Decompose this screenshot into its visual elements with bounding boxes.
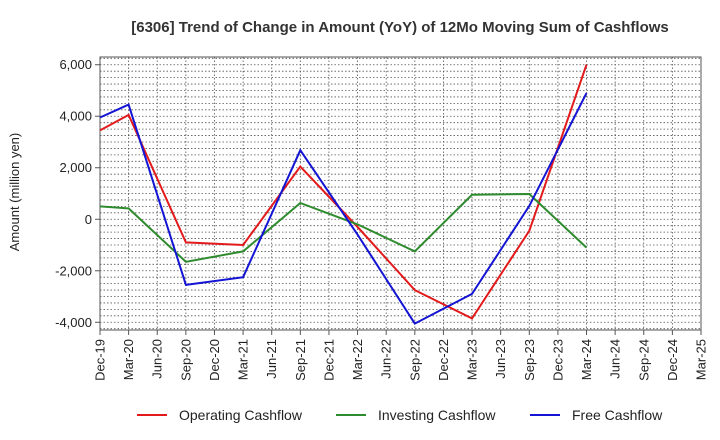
x-tick-label: Sep-23 (522, 339, 537, 381)
legend: Operating Cashflow Investing Cashflow Free… (137, 407, 663, 423)
y-tick-labels: -4,000 -2,000 0 2,000 4,000 6,000 (55, 57, 92, 330)
x-tick-labels: Dec-19 Mar-20 Jun-20 Sep-20 Dec-20 Mar-21 Jun-… (93, 339, 709, 381)
plot-area (100, 57, 701, 330)
series-line-operating-cashflow (99, 64, 588, 320)
x-tick-label: Sep-22 (407, 339, 422, 381)
x-tick-label: Jun-20 (150, 339, 165, 379)
x-tick-label: Jun-24 (608, 339, 623, 379)
x-tick-label: Mar-23 (465, 339, 480, 380)
x-tick-label: Dec-21 (321, 339, 336, 381)
x-tick-label: Sep-21 (293, 339, 308, 381)
x-tick-label: Dec-22 (436, 339, 451, 381)
y-tick-label: -2,000 (55, 263, 92, 278)
x-tick-label: Dec-24 (665, 339, 680, 381)
x-tick-label: Dec-20 (207, 339, 222, 381)
y-tick-label: -4,000 (55, 315, 92, 330)
y-tick-label: 0 (85, 212, 92, 227)
x-tick-label: Jun-22 (379, 339, 394, 379)
x-tick-label: Jun-21 (264, 339, 279, 379)
x-tick-label: Mar-20 (121, 339, 136, 380)
y-axis-label: Amount (million yen) (7, 133, 22, 252)
x-tick-label: Dec-23 (550, 339, 565, 381)
axes (95, 56, 702, 335)
x-tick-label: Sep-20 (178, 339, 193, 381)
x-tick-label: Dec-19 (93, 339, 108, 381)
grid-lines (99, 57, 702, 330)
x-tick-label: Mar-25 (694, 339, 709, 380)
series-line-investing-cashflow (99, 192, 588, 263)
x-tick-label: Mar-21 (236, 339, 251, 380)
plot-frame (99, 56, 702, 331)
y-tick-label: 2,000 (59, 160, 92, 175)
series-line-free-cashflow (99, 92, 588, 325)
legend-label: Operating Cashflow (179, 407, 303, 423)
legend-label: Investing Cashflow (378, 407, 496, 423)
plot-background (100, 57, 701, 330)
x-tick-label: Mar-24 (579, 339, 594, 380)
y-tick-label: 4,000 (59, 109, 92, 124)
x-tick-label: Mar-22 (350, 339, 365, 380)
x-tick-label: Sep-24 (636, 339, 651, 381)
y-tick-label: 6,000 (59, 57, 92, 72)
chart-title: [6306] Trend of Change in Amount (YoY) o… (131, 19, 669, 36)
x-tick-label: Jun-23 (493, 339, 508, 379)
series-lines (99, 64, 588, 325)
legend-label: Free Cashflow (572, 407, 663, 423)
